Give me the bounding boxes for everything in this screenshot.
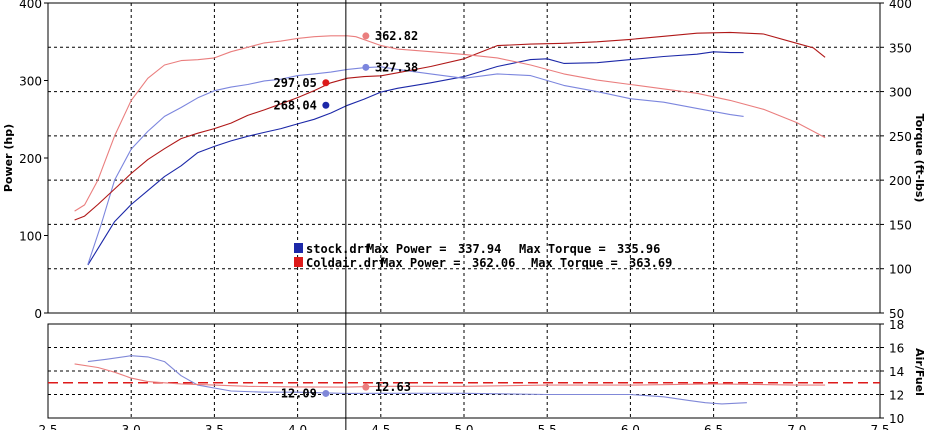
legend-maxtorque-stock: 335.96 xyxy=(617,242,660,256)
x-tick-label: 5.5 xyxy=(538,423,557,430)
coldair-air-fuel-line xyxy=(74,363,826,388)
stock-power-line xyxy=(87,51,744,266)
legend-maxpower-coldair: 362.06 xyxy=(472,256,515,270)
y-af-tick-label: 16 xyxy=(889,342,904,356)
readout-value: 12.09 xyxy=(281,386,317,400)
airfuel-plot-series xyxy=(74,355,826,405)
y-right-axis-title: Torque (ft-lbs) xyxy=(913,114,926,203)
y-right-tick-label: 150 xyxy=(889,218,912,232)
y-af-tick-label: 14 xyxy=(889,365,904,379)
y-right-tick-label: 250 xyxy=(889,130,912,144)
legend-swatch-stock xyxy=(294,243,303,253)
y-left-axis-title: Power (hp) xyxy=(2,124,15,192)
readout-marker xyxy=(322,101,330,109)
coldair-power-line xyxy=(74,31,826,221)
legend-maxpower-stock: 337.94 xyxy=(458,242,501,256)
legend-maxtorque-label-stock: Max Torque = xyxy=(519,242,606,256)
legend-file-stock: stock.drf xyxy=(306,242,371,256)
power-plot-frame xyxy=(47,2,881,314)
airfuel-plot-grid xyxy=(48,324,880,418)
y-right-tick-label: 300 xyxy=(889,86,912,100)
readout-marker xyxy=(322,389,330,397)
x-tick-label: 2.5 xyxy=(38,423,57,430)
y-left-tick-label: 200 xyxy=(19,152,42,166)
readout-value: 297.05 xyxy=(273,76,316,90)
readout-marker xyxy=(362,32,370,40)
cursor-readouts: 362.82 327.38 297.05 268.04 12.63 12.09 xyxy=(273,29,418,401)
power-plot-series xyxy=(74,31,826,266)
power-plot-grid xyxy=(48,3,880,313)
readout-marker xyxy=(322,79,330,87)
coldair-torque-line xyxy=(74,35,826,212)
y-right-tick-label: 50 xyxy=(889,307,904,321)
axis-ticks: 2.5 3.0 3.5 4.0 4.5 5.0 5.5 6.0 6.5 7.0 7.55010015… xyxy=(19,0,912,430)
x-tick-label: 3.5 xyxy=(205,423,224,430)
legend-maxtorque-coldair: 363.69 xyxy=(629,256,672,270)
x-tick-label: 6.0 xyxy=(621,423,640,430)
y-af-tick-label: 10 xyxy=(889,412,904,426)
readout-value: 268.04 xyxy=(273,98,316,112)
readout-value: 12.63 xyxy=(375,380,411,394)
x-tick-label: 6.5 xyxy=(704,423,723,430)
x-tick-label: 4.0 xyxy=(288,423,307,430)
y-left-tick-label: 0 xyxy=(34,307,42,321)
legend-maxtorque-label-coldair: Max Torque = xyxy=(531,256,618,270)
y-right-tick-label: 200 xyxy=(889,174,912,188)
x-tick-label: 7.5 xyxy=(870,423,889,430)
legend-maxpower-label-coldair: Max Power = xyxy=(381,256,460,270)
y-af-tick-label: 18 xyxy=(889,318,904,332)
readout-marker xyxy=(362,383,370,391)
x-tick-label: 3.0 xyxy=(122,423,141,430)
y-right-tick-label: 400 xyxy=(889,0,912,11)
airfuel-axis-title: Air/Fuel xyxy=(913,348,926,396)
legend: stock.drf Max Power = 337.94 Max Torque … xyxy=(294,242,672,270)
stock-air-fuel-line xyxy=(87,355,747,405)
x-tick-label: 5.0 xyxy=(454,423,473,430)
y-af-tick-label: 12 xyxy=(889,389,904,403)
y-right-tick-label: 350 xyxy=(889,41,912,55)
readout-value: 362.82 xyxy=(375,29,418,43)
readout-marker xyxy=(362,63,370,71)
legend-maxpower-label-stock: Max Power = xyxy=(367,242,446,256)
y-right-tick-label: 100 xyxy=(889,263,912,277)
stock-torque-line xyxy=(87,66,744,265)
y-left-tick-label: 400 xyxy=(19,0,42,11)
y-left-tick-label: 100 xyxy=(19,230,42,244)
legend-swatch-coldair xyxy=(294,257,303,267)
readout-value: 327.38 xyxy=(375,60,418,74)
x-tick-label: 4.5 xyxy=(371,423,390,430)
y-left-tick-label: 300 xyxy=(19,75,42,89)
x-tick-label: 7.0 xyxy=(787,423,806,430)
